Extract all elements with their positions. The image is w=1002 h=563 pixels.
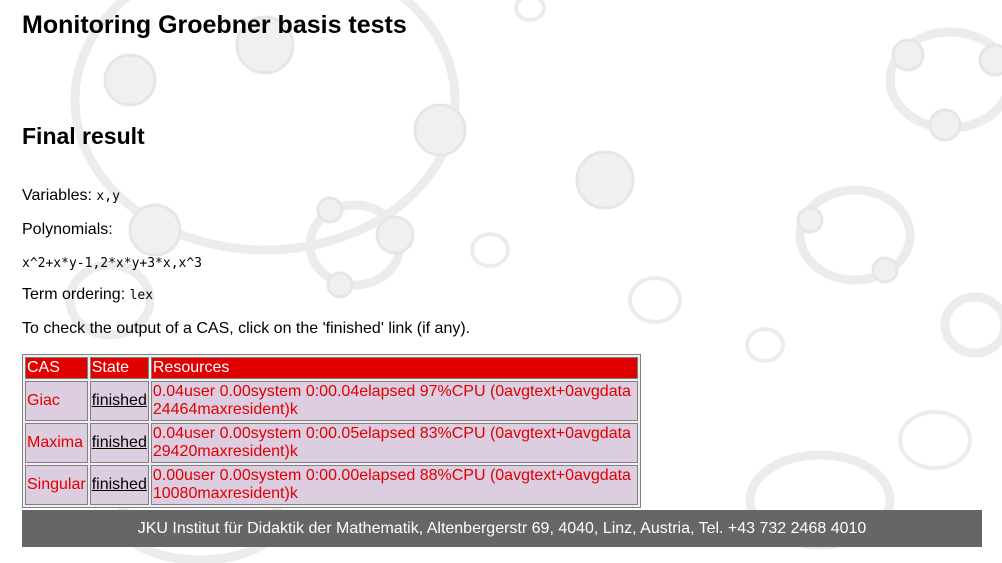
table-row: Giac finished 0.04user 0.00system 0:00.0… [25,381,638,421]
header-state: State [89,357,149,379]
state-cell: finished [89,423,149,463]
polynomials-value: x^2+x*y-1,2*x*y+3*x,x^3 [22,256,203,271]
table-row: Singular finished 0.00user 0.00system 0:… [25,465,638,505]
footer-text: JKU Institut für Didaktik der Mathematik… [137,520,867,537]
resources-line: 10080maxresident)k [152,485,298,502]
instruction-text: To check the output of a CAS, click on t… [22,320,471,337]
state-cell: finished [89,381,149,421]
state-cell: finished [89,465,149,505]
polynomials-label: Polynomials: [22,221,113,238]
resources-line: 0.04user 0.00system 0:00.05elapsed 83%CP… [152,425,631,442]
resources-line: 24464maxresident)k [152,401,298,418]
table-row: Maxima finished 0.04user 0.00system 0:00… [25,423,638,463]
resources-line: 0.04user 0.00system 0:00.04elapsed 97%CP… [152,383,631,400]
term-ordering-label: Term ordering: [22,286,126,303]
footer-bar: JKU Institut für Didaktik der Mathematik… [22,510,982,547]
cas-name-singular: Singular [25,465,88,505]
term-ordering-value: lex [129,288,154,303]
resources-cell: 0.04user 0.00system 0:00.05elapsed 83%CP… [150,423,638,463]
header-cas: CAS [25,357,88,379]
resources-line: 29420maxresident)k [152,443,298,460]
variables-label: Variables: [22,187,92,204]
results-table: CAS State Resources Giac finished 0.04us… [22,354,641,508]
cas-name-giac: Giac [25,381,88,421]
finished-link-giac[interactable]: finished [91,392,147,409]
finished-link-singular[interactable]: finished [91,476,147,493]
finished-link-maxima[interactable]: finished [91,434,147,451]
page-title: Monitoring Groebner basis tests [22,11,407,39]
resources-cell: 0.04user 0.00system 0:00.04elapsed 97%CP… [150,381,638,421]
section-title: Final result [22,123,145,149]
variables-value: x,y [96,189,120,204]
resources-cell: 0.00user 0.00system 0:00.00elapsed 88%CP… [150,465,638,505]
term-ordering-line: Term ordering: lex [22,286,153,304]
variables-line: Variables: x,y [22,187,120,205]
cas-name-maxima: Maxima [25,423,88,463]
resources-line: 0.00user 0.00system 0:00.00elapsed 88%CP… [152,467,631,484]
table-header-row: CAS State Resources [25,357,638,379]
header-resources: Resources [150,357,638,379]
